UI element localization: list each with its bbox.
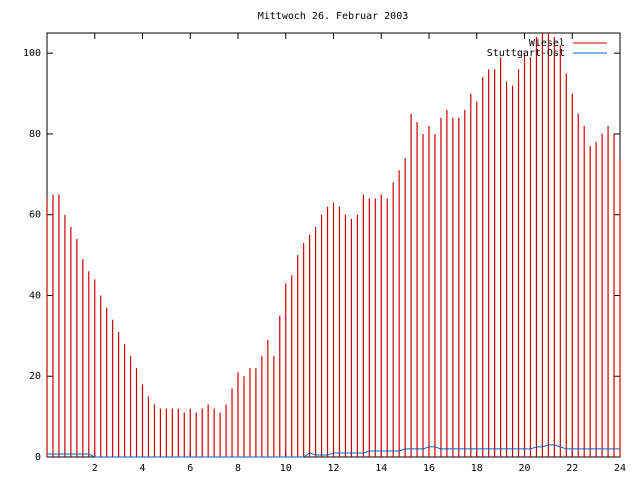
x-tick-label: 8 — [235, 463, 241, 474]
y-tick-label: 60 — [29, 210, 41, 221]
legend-label: Wiesel — [529, 38, 565, 49]
x-tick-label: 22 — [566, 463, 578, 474]
legend-label: Stuttgart-Ost — [487, 48, 565, 59]
x-tick-label: 16 — [423, 463, 435, 474]
x-tick-label: 12 — [327, 463, 339, 474]
x-tick-label: 10 — [280, 463, 292, 474]
x-tick-label: 4 — [139, 463, 145, 474]
x-tick-label: 18 — [471, 463, 483, 474]
y-tick-label: 20 — [29, 371, 41, 382]
y-tick-label: 0 — [35, 452, 41, 463]
series-line — [47, 444, 620, 458]
y-tick-label: 100 — [23, 48, 41, 59]
y-tick-label: 80 — [29, 129, 41, 140]
y-tick-label: 40 — [29, 290, 41, 301]
chart-title: Mittwoch 26. Februar 2003 — [258, 11, 409, 22]
x-tick-label: 14 — [375, 463, 387, 474]
x-tick-label: 6 — [187, 463, 193, 474]
x-tick-label: 2 — [92, 463, 98, 474]
x-tick-label: 20 — [518, 463, 530, 474]
x-tick-label: 24 — [614, 463, 626, 474]
